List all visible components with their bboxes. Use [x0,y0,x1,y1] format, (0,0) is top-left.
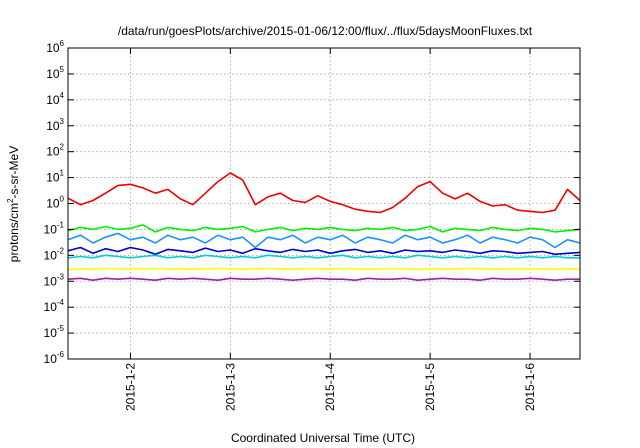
y-tick-exponent: -3 [57,272,65,281]
x-tick-label: 2015-1-4 [323,363,337,411]
y-tick-exponent: -4 [57,298,65,307]
series-line-1 [67,172,581,214]
y-tick-label: 104 [46,91,64,107]
y-tick-label: 106 [46,39,64,55]
series-line-3 [67,232,581,249]
y-tick-exponent: -6 [57,350,65,359]
y-tick-base: 10 [46,67,60,81]
y-tick-base: 10 [46,119,60,133]
chart-title: /data/run/goesPlots/archive/2015-01-06/1… [118,24,533,38]
y-tick-exponent: 3 [60,117,65,126]
y-tick-label: 10-6 [44,350,65,366]
y-tick-base: 10 [46,145,60,159]
y-tick-exponent: 6 [60,39,65,48]
y-tick-label: 10-2 [44,246,65,262]
x-tick-label: 2015-1-5 [423,363,437,411]
y-tick-base: 10 [44,300,58,314]
tick-labels: 10-610-510-410-310-210-11001011021031041… [44,39,538,411]
y-tick-base: 10 [46,171,60,185]
y-axis-label-sup: 2 [6,198,15,203]
y-tick-label: 10-3 [44,272,65,288]
y-axis-label-rest: -s-sr-MeV [7,146,21,199]
y-tick-base: 10 [44,222,58,236]
y-tick-label: 102 [46,143,64,159]
y-tick-label: 10-5 [44,324,65,340]
plot-frame [67,47,581,360]
series-line-6 [67,267,581,271]
y-tick-label: 100 [46,195,64,211]
x-tick-label: 2015-1-3 [223,363,237,411]
y-tick-label: 105 [46,65,64,81]
y-tick-exponent: -5 [57,324,65,333]
series-line-4 [67,246,581,256]
y-tick-label: 101 [46,169,64,185]
x-tick-label: 2015-1-2 [123,363,137,411]
y-tick-exponent: 1 [60,169,65,178]
series-line-2 [67,224,581,233]
y-tick-base: 10 [44,326,58,340]
y-axis-label-main: protons/cm [7,203,21,262]
x-tick-label: 2015-1-6 [523,363,537,411]
axis-ticks [68,47,580,360]
y-tick-base: 10 [44,352,58,366]
y-tick-label: 10-1 [44,220,65,236]
y-tick-base: 10 [44,274,58,288]
y-tick-exponent: 4 [60,91,65,100]
y-tick-label: 103 [46,117,64,133]
y-tick-exponent: 5 [60,65,65,74]
y-tick-exponent: 2 [60,143,65,152]
y-tick-exponent: -1 [57,220,65,229]
series-line-7 [67,277,580,282]
y-tick-label: 10-4 [44,298,65,314]
y-tick-base: 10 [46,41,60,55]
y-axis-label: protons/cm2-s-sr-MeV [6,146,21,262]
y-tick-base: 10 [46,197,60,211]
x-axis-label: Coordinated Universal Time (UTC) [231,431,415,445]
y-tick-base: 10 [46,93,60,107]
y-tick-exponent: -2 [57,246,65,255]
grid [68,48,580,359]
y-tick-exponent: 0 [60,195,65,204]
series-line-5 [67,254,580,259]
series-group [67,172,581,282]
y-tick-base: 10 [44,248,58,262]
